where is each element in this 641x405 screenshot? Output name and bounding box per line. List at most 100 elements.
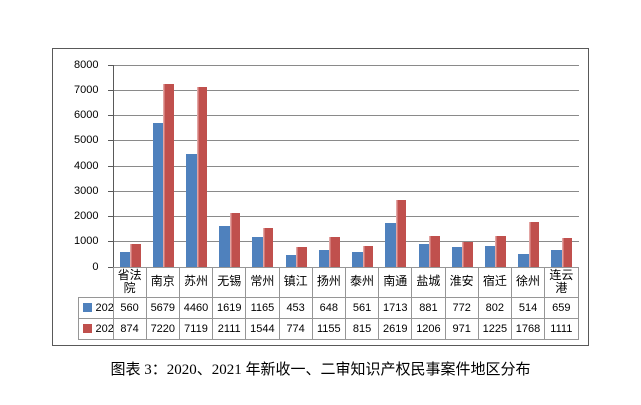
bar-2020-cat3 [219, 225, 230, 267]
bar-2021-cat2 [196, 86, 208, 267]
y-axis-label-8000: 8000 [74, 58, 99, 71]
bar-2021-cat6 [329, 237, 340, 267]
category-header-5: 镇江 [278, 266, 313, 298]
legend-label-2021: 2021 [95, 322, 113, 335]
gridline [113, 89, 579, 91]
bar-2020-cat2 [186, 153, 197, 267]
category-header-1: 南京 [145, 266, 180, 298]
bar-2020-cat7 [352, 252, 363, 267]
category-header-11: 宿迁 [477, 266, 512, 298]
value-2020-cat3: 1619 [212, 296, 247, 319]
category-header-9: 盐城 [411, 266, 446, 298]
y-axis-tick [108, 216, 113, 217]
gridline [113, 241, 579, 243]
y-axis-tick [108, 64, 113, 66]
value-2021-cat10: 971 [444, 317, 479, 340]
y-axis-label-1000: 1000 [74, 235, 99, 248]
y-axis-label-0: 0 [92, 260, 99, 273]
y-axis-tick [108, 140, 113, 142]
category-header-6: 扬州 [311, 266, 346, 298]
bar-2021-cat12 [528, 221, 540, 267]
value-2021-cat4: 1544 [245, 317, 280, 340]
value-2021-cat8: 2619 [378, 317, 413, 340]
value-2021-cat3: 2111 [212, 317, 247, 340]
legend-cell-2020: 2020 [77, 296, 114, 319]
chart-caption: 图表 3：2020、2021 年新收一、二审知识产权民事案件地区分布 [110, 362, 531, 378]
y-axis-label-3000: 3000 [74, 184, 99, 197]
bar-2020-cat11 [484, 246, 496, 267]
y-axis-label-7000: 7000 [74, 83, 99, 96]
category-header-8: 南通 [378, 266, 413, 298]
y-axis-tick [108, 115, 113, 116]
category-header-0: 省法院 [112, 266, 147, 298]
category-header-12: 徐州 [510, 266, 546, 298]
bar-2021-cat10 [462, 241, 473, 267]
gridline [113, 115, 579, 116]
bar-2020-cat8 [385, 223, 396, 267]
category-header-10: 淮安 [444, 266, 479, 298]
value-2020-cat9: 881 [411, 296, 446, 319]
bar-2020-cat1 [152, 123, 164, 267]
bar-2020-cat5 [285, 255, 297, 267]
bar-2020-cat9 [418, 244, 430, 267]
y-axis-tick [108, 190, 113, 192]
table-row-2021: 2021874722071192111154477411558152619120… [77, 317, 579, 340]
y-axis-tick [108, 266, 113, 268]
value-2020-cat6: 648 [311, 296, 346, 319]
value-2021-cat9: 1206 [411, 317, 446, 340]
bar-2020-cat4 [252, 237, 263, 267]
value-2020-cat13: 659 [544, 296, 579, 319]
value-2021-cat2: 7119 [178, 317, 214, 340]
value-2020-cat11: 802 [477, 296, 512, 319]
value-2021-cat5: 774 [278, 317, 313, 340]
category-header-3: 无锡 [212, 266, 247, 298]
value-2021-cat1: 7220 [145, 317, 180, 340]
value-2021-cat7: 815 [344, 317, 380, 340]
gridline [113, 216, 579, 217]
y-axis: 8000 7000 6000 5000 4000 3000 2000 1000 0 [53, 59, 107, 273]
category-header-7: 泰州 [344, 266, 380, 298]
chart-data-table: 省法院南京苏州无锡常州镇江扬州泰州南通盐城淮安宿迁徐州连云港2020560567… [77, 266, 579, 340]
bar-2021-cat9 [429, 236, 440, 267]
category-header-13: 连云港 [544, 266, 579, 298]
value-2020-cat10: 772 [444, 296, 479, 319]
y-axis-label-5000: 5000 [74, 134, 99, 147]
bar-2021-cat0 [130, 244, 141, 267]
table-corner-cell [78, 267, 113, 297]
y-axis-label-6000: 6000 [74, 109, 99, 121]
legend-swatch-2021 [82, 323, 92, 333]
gridline [113, 140, 579, 142]
bar-2020-cat6 [318, 250, 330, 267]
table-row-2020: 2020560567944601619116545364856117138817… [77, 296, 579, 319]
legend-swatch-2020 [82, 302, 92, 312]
bar-2021-cat4 [262, 227, 274, 267]
bar-2020-cat12 [518, 253, 529, 267]
value-2021-cat13: 1111 [544, 317, 579, 340]
gridline [113, 64, 579, 66]
bar-2020-cat10 [451, 247, 463, 267]
bar-2020-cat0 [119, 252, 131, 267]
category-header-4: 常州 [245, 266, 280, 298]
value-2020-cat5: 453 [278, 296, 313, 319]
value-2020-cat4: 1165 [245, 296, 280, 319]
gridline [113, 190, 579, 192]
category-header-2: 苏州 [178, 266, 214, 298]
value-2020-cat12: 514 [510, 296, 546, 319]
bar-2021-cat11 [495, 235, 506, 267]
chart-frame: 8000 7000 6000 5000 4000 3000 2000 1000 0 省法院 南京苏… [52, 48, 589, 346]
plot-area [108, 64, 579, 268]
value-2020-cat1: 5679 [145, 296, 180, 319]
bar-2020-cat13 [551, 249, 562, 267]
y-axis-tick [108, 241, 113, 243]
gridline [113, 165, 579, 167]
bar-2021-cat3 [229, 213, 241, 267]
bar-2021-cat5 [296, 246, 307, 267]
value-2021-cat6: 1155 [311, 317, 346, 340]
bar-2021-cat7 [362, 245, 374, 267]
value-2020-cat8: 1713 [378, 296, 413, 319]
legend-cell-2021: 2021 [77, 317, 114, 340]
legend-label-2020: 2020 [95, 301, 113, 314]
bar-2021-cat13 [561, 238, 573, 267]
bar-2021-cat8 [395, 200, 407, 267]
value-2021-cat0: 874 [112, 317, 147, 340]
